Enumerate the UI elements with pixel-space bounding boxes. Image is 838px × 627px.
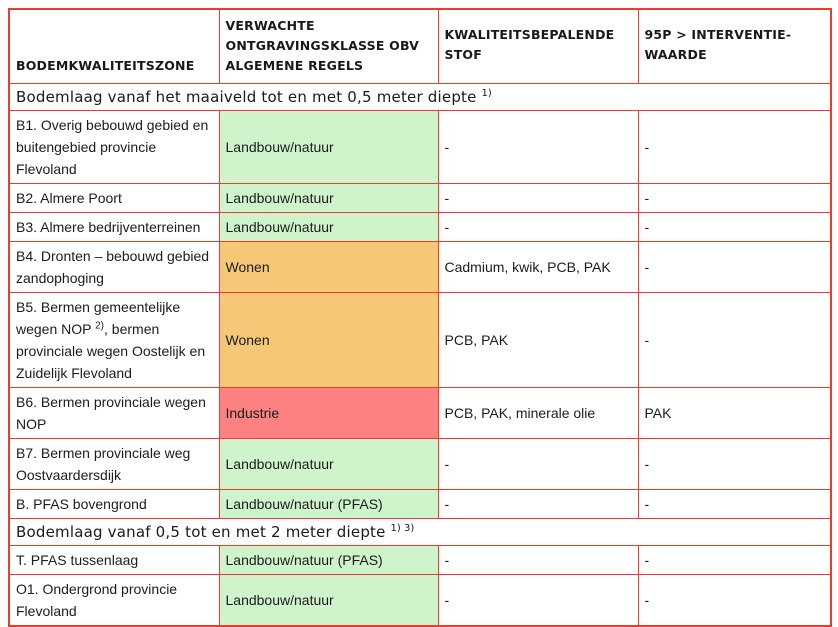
table-header: BODEMKWALITEITSZONE VERWACHTE ONTGRAVING…: [8, 8, 832, 84]
header-bodemkwaliteitszone: BODEMKWALITEITSZONE: [8, 8, 220, 84]
table-row: B6. Bermen provinciale wegen NOP Industri…: [8, 386, 832, 439]
p95-cell: PAK: [637, 386, 832, 439]
zone-cell: O1. Ondergrond provincie Flevoland: [8, 573, 220, 626]
section-row: Bodemlaag vanaf het maaiveld tot en met …: [8, 82, 832, 111]
zone-cell: B2. Almere Poort: [8, 182, 220, 213]
stof-cell: Cadmium, kwik, PCB, PAK: [437, 240, 639, 293]
klasse-cell: Landbouw/natuur: [218, 573, 439, 626]
p95-cell: -: [637, 573, 832, 626]
table-row: B3. Almere bedrijventerreinen Landbouw/na…: [8, 211, 832, 242]
klasse-cell: Landbouw/natuur: [218, 182, 439, 213]
section-label: Bodemlaag vanaf het maaiveld tot en met …: [8, 82, 832, 111]
stof-cell: -: [437, 544, 639, 575]
stof-cell: -: [437, 573, 639, 626]
klasse-cell: Landbouw/natuur (PFAS): [218, 544, 439, 575]
table-row: B2. Almere Poort Landbouw/natuur - -: [8, 182, 832, 213]
soil-quality-zones-table: BODEMKWALITEITSZONE VERWACHTE ONTGRAVING…: [8, 8, 832, 627]
section-row: Bodemlaag vanaf 0,5 tot en met 2 meter d…: [8, 517, 832, 546]
zone-cell: B5. Bermen gemeentelijke wegen NOP 2), b…: [8, 291, 220, 388]
klasse-cell: Landbouw/natuur (PFAS): [218, 488, 439, 519]
zone-cell: B7. Bermen provinciale weg Oostvaardersd…: [8, 437, 220, 490]
klasse-cell: Industrie: [218, 386, 439, 439]
stof-cell: -: [437, 488, 639, 519]
stof-cell: -: [437, 437, 639, 490]
p95-cell: -: [637, 488, 832, 519]
stof-cell: PCB, PAK, minerale olie: [437, 386, 639, 439]
zone-cell: B1. Overig bebouwd gebied en buitengebie…: [8, 109, 220, 184]
p95-cell: -: [637, 182, 832, 213]
p95-cell: -: [637, 240, 832, 293]
header-kwaliteitsbepalende-stof: KWALITEITSBEPALENDE STOF: [437, 8, 639, 84]
p95-cell: -: [637, 544, 832, 575]
zone-cell: B6. Bermen provinciale wegen NOP: [8, 386, 220, 439]
zone-cell: B4. Dronten – bebouwd gebied zandophogin…: [8, 240, 220, 293]
table-row: T. PFAS tussenlaag Landbouw/natuur (PFAS)…: [8, 544, 832, 575]
zone-cell: B. PFAS bovengrond: [8, 488, 220, 519]
p95-cell: -: [637, 437, 832, 490]
table-row: B4. Dronten – bebouwd gebied zandophogin…: [8, 240, 832, 293]
table-row: O1. Ondergrond provincie Flevoland Landbo…: [8, 573, 832, 626]
section-label: Bodemlaag vanaf 0,5 tot en met 2 meter d…: [8, 517, 832, 546]
table-row: B. PFAS bovengrond Landbouw/natuur (PFAS)…: [8, 488, 832, 519]
stof-cell: PCB, PAK: [437, 291, 639, 388]
p95-cell: -: [637, 291, 832, 388]
klasse-cell: Landbouw/natuur: [218, 109, 439, 184]
header-row: BODEMKWALITEITSZONE VERWACHTE ONTGRAVING…: [8, 8, 832, 84]
klasse-cell: Landbouw/natuur: [218, 211, 439, 242]
p95-cell: -: [637, 211, 832, 242]
table-body: Bodemlaag vanaf het maaiveld tot en met …: [8, 82, 832, 626]
stof-cell: -: [437, 211, 639, 242]
header-95p-interventiewaarde: 95P > INTERVENTIE-WAARDE: [637, 8, 832, 84]
table-row: B5. Bermen gemeentelijke wegen NOP 2), b…: [8, 291, 832, 388]
stof-cell: -: [437, 109, 639, 184]
header-verwachte-ontgravingsklasse: VERWACHTE ONTGRAVINGSKLASSE OBV ALGEMENE…: [218, 8, 439, 84]
klasse-cell: Wonen: [218, 291, 439, 388]
p95-cell: -: [637, 109, 832, 184]
table-row: B7. Bermen provinciale weg Oostvaardersd…: [8, 437, 832, 490]
zone-cell: B3. Almere bedrijventerreinen: [8, 211, 220, 242]
stof-cell: -: [437, 182, 639, 213]
table-row: B1. Overig bebouwd gebied en buitengebie…: [8, 109, 832, 184]
klasse-cell: Landbouw/natuur: [218, 437, 439, 490]
zone-cell: T. PFAS tussenlaag: [8, 544, 220, 575]
klasse-cell: Wonen: [218, 240, 439, 293]
